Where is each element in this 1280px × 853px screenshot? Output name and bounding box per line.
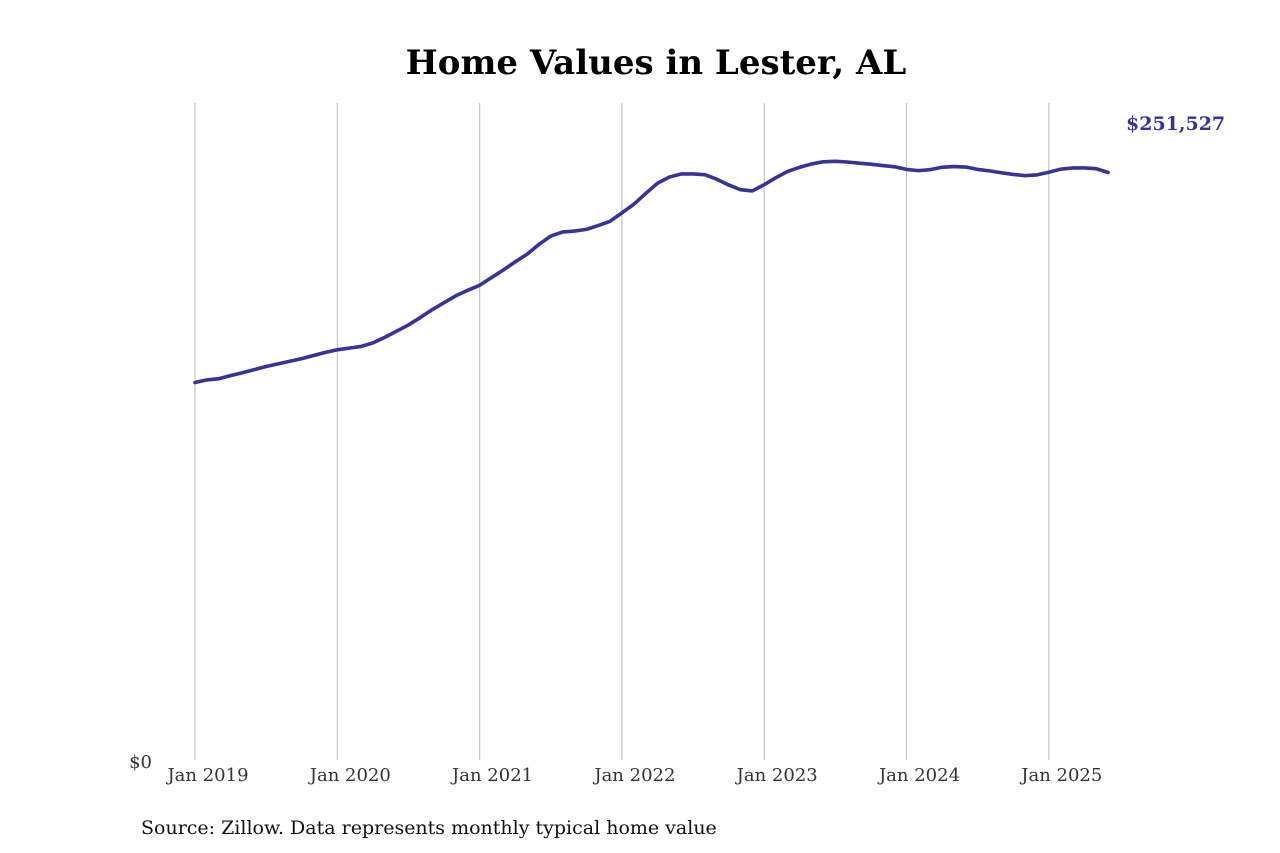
x-axis-tick-labels: Jan 2019 Jan 2020 Jan 2021 Jan 2022 Jan 2023… [165, 765, 1102, 786]
chart-title: Home Values in Lester, AL [406, 43, 907, 83]
end-value-label: $251,527 [1126, 113, 1225, 135]
x-tick-label-jan-2024: Jan 2024 [877, 765, 960, 786]
x-tick-label-jan-2022: Jan 2022 [592, 765, 675, 786]
x-tick-label-jan-2019: Jan 2019 [165, 765, 248, 786]
x-tick-label-jan-2021: Jan 2021 [450, 765, 533, 786]
x-tick-label-jan-2025: Jan 2025 [1019, 765, 1102, 786]
series-layer [193, 159, 1110, 385]
x-tick-label-jan-2023: Jan 2023 [735, 765, 818, 786]
vertical-gridlines [194, 103, 1050, 760]
y-tick-label-zero: $0 [129, 752, 152, 773]
x-tick-label-jan-2020: Jan 2020 [308, 765, 391, 786]
home-value-series-line [193, 159, 1110, 385]
source-note: Source: Zillow. Data represents monthly … [141, 817, 717, 839]
